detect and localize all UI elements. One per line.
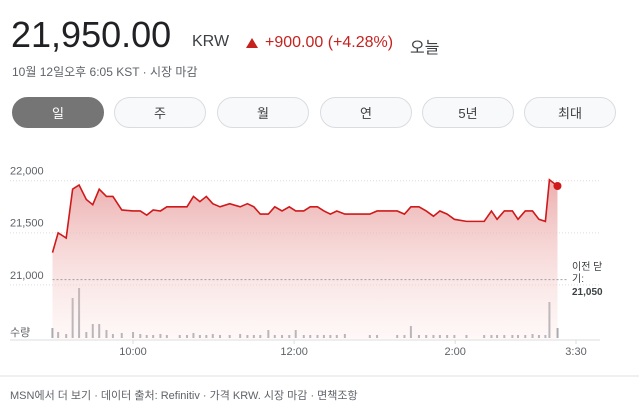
footer[interactable]: MSN에서 더 보기 · 데이터 출처: Refinitiv · 가격 KRW.… <box>10 390 358 402</box>
previous-close-label: 이전 닫기: <box>572 262 603 285</box>
last-point <box>553 182 562 191</box>
range-tab[interactable]: 월 <box>217 97 309 128</box>
previous-close-value: 21,050 <box>572 287 603 298</box>
range-tab[interactable]: 일 <box>12 97 104 128</box>
y-tick-label: 21,500 <box>10 218 44 230</box>
x-tick-label: 3:30 <box>565 346 586 358</box>
x-tick-label: 10:00 <box>119 346 147 358</box>
change: +900.00 (+4.28%) <box>265 34 394 51</box>
y-tick-label: 22,000 <box>10 166 44 178</box>
range-tab[interactable]: 최대 <box>524 97 616 128</box>
price-area <box>52 179 558 340</box>
range-tab[interactable]: 주 <box>114 97 206 128</box>
price-line <box>51 178 558 253</box>
period: 오늘 <box>410 40 440 57</box>
y-tick-label: 21,000 <box>10 270 44 282</box>
range-tab[interactable]: 연 <box>320 97 412 128</box>
up-arrow <box>246 38 258 48</box>
currency: KRW <box>192 33 230 50</box>
timestamp: 10월 12일오후 6:05 KST · 시장 마감 <box>12 65 198 79</box>
range-tab[interactable]: 5년 <box>422 97 514 128</box>
x-tick-label: 2:00 <box>444 346 465 358</box>
volume-label: 수량 <box>10 326 30 339</box>
x-tick-label: 12:00 <box>280 346 308 358</box>
price: 21,950.00 <box>11 14 172 55</box>
